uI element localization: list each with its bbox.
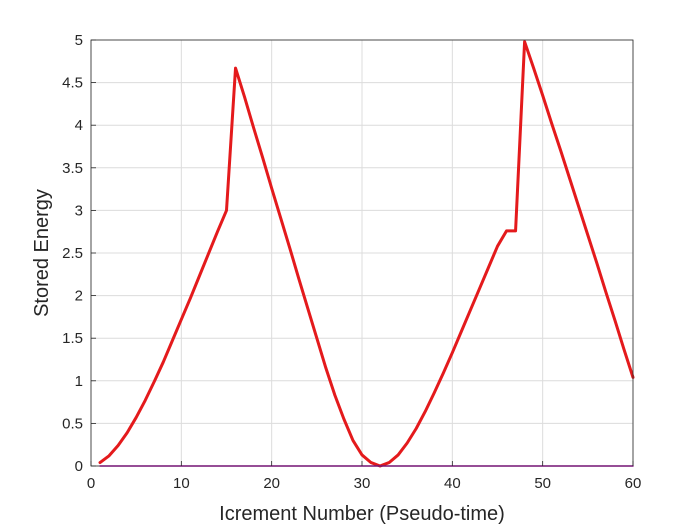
y-tick-label: 2 [75, 288, 83, 305]
y-tick-label: 4.5 [62, 75, 83, 92]
y-tick-label: 4 [75, 117, 83, 134]
x-axis-label: Icrement Number (Pseudo-time) [219, 503, 505, 525]
y-tick-label: 3 [75, 202, 83, 219]
x-tick-label: 50 [534, 475, 551, 492]
x-tick-label: 0 [87, 475, 95, 492]
tick-layer: 0 10 20 30 40 50 60 0 0.5 1 1.5 2 2.5 3 3.5 4 4.5 5 [62, 32, 641, 492]
x-tick-label: 60 [625, 475, 642, 492]
y-axis-label: Stored Energy [31, 189, 53, 317]
stored-energy-line [98, 40, 635, 468]
x-tick-label: 20 [263, 475, 280, 492]
y-tick-label: 5 [75, 32, 83, 49]
y-tick-label: 3.5 [62, 160, 83, 177]
x-tick-label: 10 [173, 475, 190, 492]
x-tick-label: 40 [444, 475, 461, 492]
y-tick-label: 0.5 [62, 415, 83, 432]
y-tick-label: 1.5 [62, 330, 83, 347]
y-tick-label: 0 [75, 458, 83, 475]
x-tick-label: 30 [354, 475, 371, 492]
y-tick-label: 2.5 [62, 245, 83, 262]
y-tick-label: 1 [75, 373, 83, 390]
